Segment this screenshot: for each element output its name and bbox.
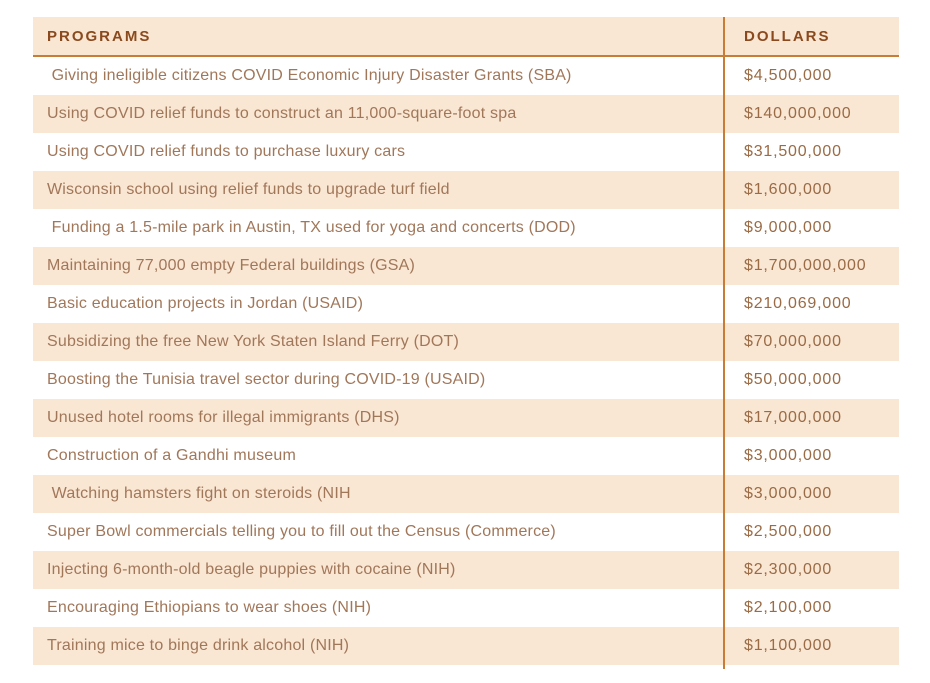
table-row: Watching hamsters fight on steroids (NIH… [33, 475, 899, 513]
program-cell: Construction of a Gandhi museum [47, 447, 296, 464]
program-cell: Funding a 1.5-mile park in Austin, TX us… [47, 219, 576, 236]
dollars-cell: $17,000,000 [744, 409, 842, 426]
program-cell: Injecting 6-month-old beagle puppies wit… [47, 561, 456, 578]
table-row: Training mice to binge drink alcohol (NI… [33, 627, 899, 665]
table-row: Subsidizing the free New York Staten Isl… [33, 323, 899, 361]
program-cell: Basic education projects in Jordan (USAI… [47, 295, 364, 312]
dollars-cell: $1,700,000,000 [744, 257, 867, 274]
dollars-cell: $210,069,000 [744, 295, 852, 312]
column-header-programs: PROGRAMS [47, 27, 152, 45]
dollars-cell: $1,100,000 [744, 637, 833, 654]
table-row: Giving ineligible citizens COVID Economi… [33, 57, 899, 95]
dollars-cell: $50,000,000 [744, 371, 842, 388]
table-body: Giving ineligible citizens COVID Economi… [33, 57, 899, 665]
table-row: Super Bowl commercials telling you to fi… [33, 513, 899, 551]
program-cell: Wisconsin school using relief funds to u… [47, 181, 450, 198]
table-row: Basic education projects in Jordan (USAI… [33, 285, 899, 323]
dollars-cell: $2,500,000 [744, 523, 833, 540]
table-row: Boosting the Tunisia travel sector durin… [33, 361, 899, 399]
program-cell: Boosting the Tunisia travel sector durin… [47, 371, 486, 388]
program-cell: Watching hamsters fight on steroids (NIH [47, 485, 351, 502]
program-cell: Giving ineligible citizens COVID Economi… [47, 67, 572, 84]
table-header-row: PROGRAMS DOLLARS [33, 17, 899, 57]
column-divider-line [723, 17, 725, 669]
dollars-cell: $3,000,000 [744, 447, 833, 464]
program-cell: Maintaining 77,000 empty Federal buildin… [47, 257, 416, 274]
table-row: Injecting 6-month-old beagle puppies wit… [33, 551, 899, 589]
spending-table: PROGRAMS DOLLARS Giving ineligible citiz… [33, 17, 899, 669]
dollars-cell: $70,000,000 [744, 333, 842, 350]
dollars-cell: $2,300,000 [744, 561, 833, 578]
table-row: Using COVID relief funds to construct an… [33, 95, 899, 133]
dollars-cell: $1,600,000 [744, 181, 833, 198]
program-cell: Unused hotel rooms for illegal immigrant… [47, 409, 400, 426]
column-header-dollars: DOLLARS [744, 27, 831, 45]
program-cell: Using COVID relief funds to purchase lux… [47, 143, 406, 160]
program-cell: Super Bowl commercials telling you to fi… [47, 523, 556, 540]
dollars-cell: $3,000,000 [744, 485, 833, 502]
program-cell: Subsidizing the free New York Staten Isl… [47, 333, 460, 350]
table-row: Construction of a Gandhi museum $3,000,0… [33, 437, 899, 475]
table-row: Unused hotel rooms for illegal immigrant… [33, 399, 899, 437]
program-cell: Training mice to binge drink alcohol (NI… [47, 637, 350, 654]
table-row: Wisconsin school using relief funds to u… [33, 171, 899, 209]
dollars-cell: $2,100,000 [744, 599, 833, 616]
dollars-cell: $4,500,000 [744, 67, 833, 84]
program-cell: Encouraging Ethiopians to wear shoes (NI… [47, 599, 372, 616]
program-cell: Using COVID relief funds to construct an… [47, 105, 517, 122]
dollars-cell: $140,000,000 [744, 105, 852, 122]
table-row: Maintaining 77,000 empty Federal buildin… [33, 247, 899, 285]
table-row: Funding a 1.5-mile park in Austin, TX us… [33, 209, 899, 247]
dollars-cell: $31,500,000 [744, 143, 842, 160]
dollars-cell: $9,000,000 [744, 219, 833, 236]
table-row: Using COVID relief funds to purchase lux… [33, 133, 899, 171]
table-row: Encouraging Ethiopians to wear shoes (NI… [33, 589, 899, 627]
